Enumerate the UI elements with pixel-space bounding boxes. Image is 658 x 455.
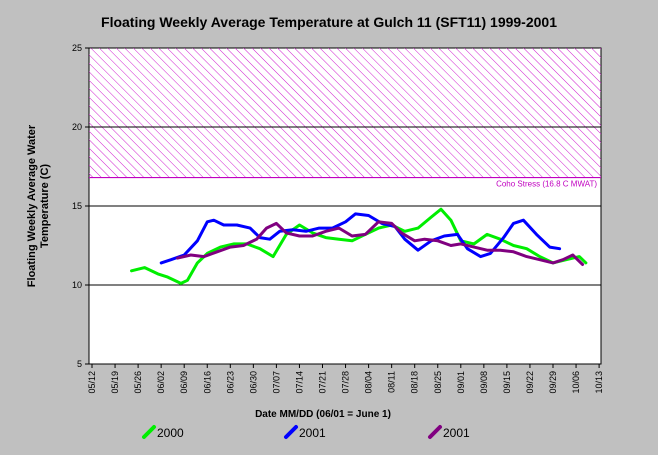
x-tick-label: 09/15	[502, 371, 512, 394]
x-tick-label: 09/01	[456, 371, 466, 394]
x-tick-label: 06/09	[179, 371, 189, 394]
y-tick-label: 15	[72, 201, 82, 211]
x-axis-label: Date MM/DD (06/01 = June 1)	[255, 409, 391, 420]
series-line-1	[130, 207, 588, 285]
x-tick-label: 06/23	[225, 371, 235, 394]
x-tick-label: 08/11	[387, 371, 397, 393]
y-axis-label-line-1: Floating Weekly Average Water	[26, 124, 38, 287]
x-tick-label: 05/19	[110, 371, 120, 394]
legend-swatch-1	[142, 425, 156, 439]
y-axis-label-line-2: Temperature (C)	[39, 164, 51, 248]
x-tick-label: 08/04	[364, 371, 374, 394]
x-tick-label: 07/21	[318, 371, 328, 394]
legend-label-3: 2001	[443, 426, 470, 440]
x-tick-label: 09/22	[525, 371, 535, 394]
x-tick-label: 06/30	[248, 371, 258, 394]
x-tick-label: 08/18	[410, 371, 420, 394]
x-tick-label: 07/28	[341, 371, 351, 394]
x-tick-label: 05/26	[133, 371, 143, 394]
y-tick-label: 5	[77, 359, 82, 369]
y-tick-label: 25	[72, 43, 82, 53]
legend-label-2: 2001	[299, 426, 326, 440]
x-tick-label: 06/16	[202, 371, 212, 394]
x-tick-label: 10/06	[571, 371, 581, 394]
x-tick-label: 07/14	[294, 371, 304, 394]
coho-stress-band	[89, 48, 601, 178]
legend-swatch-3	[428, 425, 442, 439]
y-tick-label: 20	[72, 122, 82, 132]
chart-title: Floating Weekly Average Temperature at G…	[101, 14, 557, 30]
y-tick-label: 10	[72, 280, 82, 290]
x-tick-label: 07/07	[271, 371, 281, 394]
x-tick-label: 06/02	[156, 371, 166, 394]
x-tick-label: 05/12	[87, 371, 97, 394]
legend-swatch-2	[284, 425, 298, 439]
x-tick-label: 08/25	[433, 371, 443, 394]
x-tick-label: 09/08	[479, 371, 489, 394]
series-line-3	[176, 220, 585, 266]
series-line-2	[159, 212, 562, 265]
x-tick-label: 10/13	[594, 371, 604, 394]
legend-label-1: 2000	[157, 426, 184, 440]
coho-stress-label: Coho Stress (16.8 C MWAT)	[496, 180, 597, 189]
x-tick-label: 09/29	[548, 371, 558, 394]
